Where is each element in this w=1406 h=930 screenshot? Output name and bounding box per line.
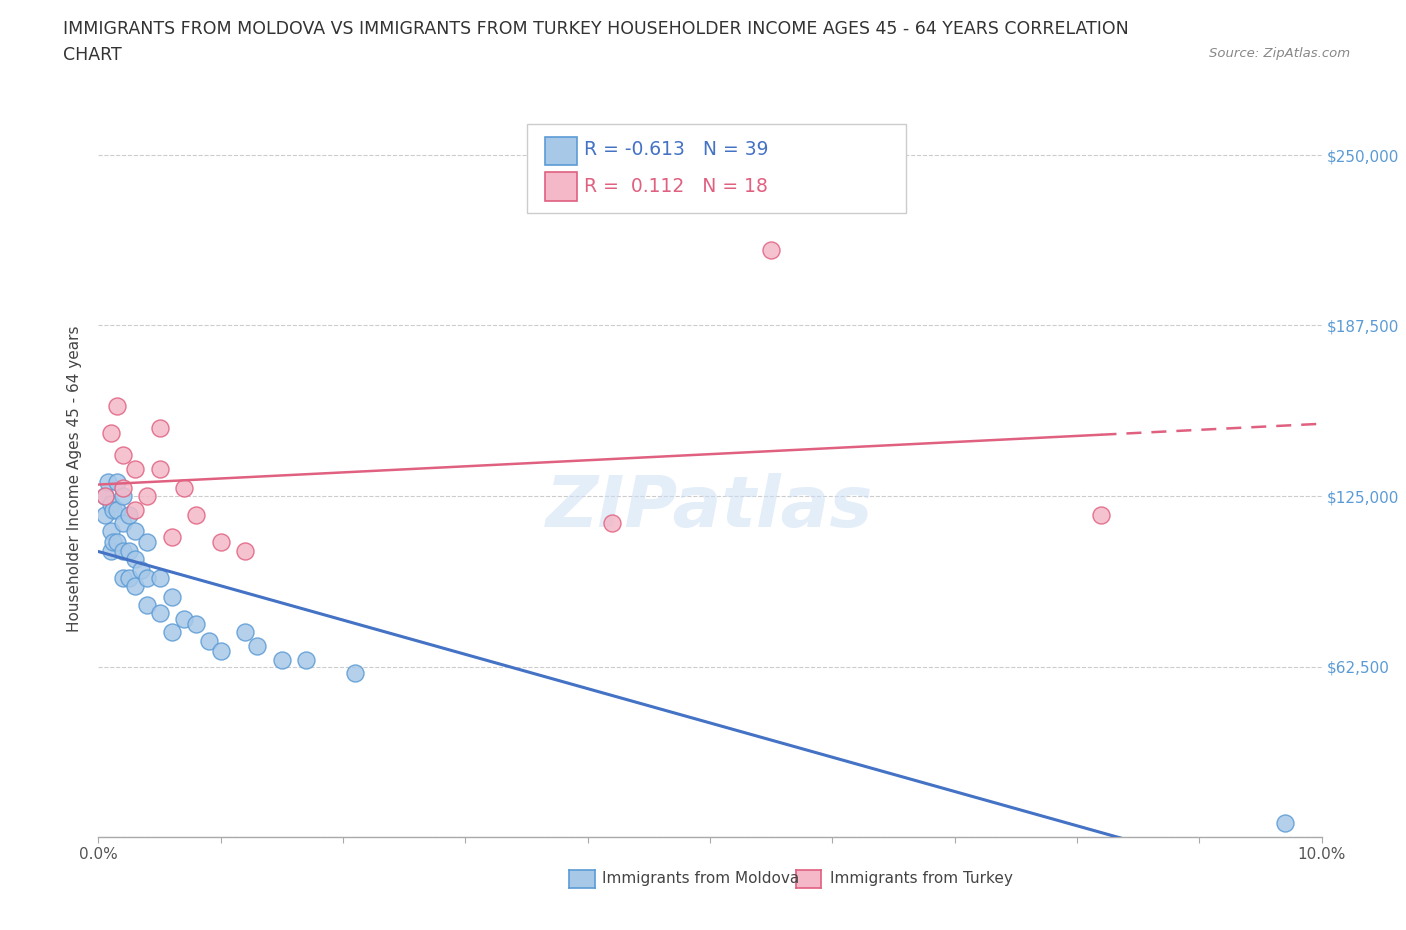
Text: Source: ZipAtlas.com: Source: ZipAtlas.com bbox=[1209, 46, 1350, 60]
Point bbox=[149, 605, 172, 620]
Point bbox=[118, 543, 141, 558]
FancyBboxPatch shape bbox=[526, 125, 905, 213]
Point bbox=[105, 475, 128, 490]
Point bbox=[186, 508, 208, 523]
FancyBboxPatch shape bbox=[546, 137, 576, 166]
Text: R = -0.613   N = 39: R = -0.613 N = 39 bbox=[583, 140, 769, 159]
Point bbox=[233, 543, 256, 558]
Point bbox=[124, 578, 146, 593]
Point bbox=[209, 535, 232, 550]
Point bbox=[124, 502, 146, 517]
Point bbox=[105, 399, 128, 414]
Point bbox=[1274, 816, 1296, 830]
Point bbox=[93, 488, 115, 503]
Point bbox=[295, 652, 318, 667]
Text: Immigrants from Turkey: Immigrants from Turkey bbox=[830, 871, 1012, 886]
Point bbox=[233, 625, 256, 640]
Point bbox=[149, 570, 172, 585]
Point bbox=[186, 617, 208, 631]
Point bbox=[97, 475, 120, 490]
Point bbox=[173, 481, 195, 496]
Point bbox=[1090, 508, 1112, 523]
Point bbox=[111, 543, 134, 558]
Point bbox=[100, 426, 122, 441]
Point bbox=[93, 508, 115, 523]
Point bbox=[344, 666, 367, 681]
Point bbox=[93, 488, 115, 503]
Point bbox=[129, 563, 152, 578]
Point bbox=[124, 551, 146, 566]
Point bbox=[118, 508, 141, 523]
Point bbox=[105, 535, 128, 550]
Point bbox=[100, 524, 122, 538]
Point bbox=[600, 516, 623, 531]
Point bbox=[124, 461, 146, 476]
Point bbox=[173, 611, 195, 626]
Point bbox=[100, 543, 122, 558]
Point bbox=[149, 461, 172, 476]
Point bbox=[118, 570, 141, 585]
Text: IMMIGRANTS FROM MOLDOVA VS IMMIGRANTS FROM TURKEY HOUSEHOLDER INCOME AGES 45 - 6: IMMIGRANTS FROM MOLDOVA VS IMMIGRANTS FR… bbox=[63, 20, 1129, 38]
Point bbox=[759, 243, 782, 258]
Point bbox=[136, 535, 159, 550]
Point bbox=[101, 535, 124, 550]
Point bbox=[209, 644, 232, 659]
Point bbox=[105, 502, 128, 517]
Text: Immigrants from Moldova: Immigrants from Moldova bbox=[602, 871, 799, 886]
Y-axis label: Householder Income Ages 45 - 64 years: Householder Income Ages 45 - 64 years bbox=[67, 326, 83, 632]
Point bbox=[246, 639, 269, 654]
Point bbox=[100, 497, 122, 512]
Point bbox=[197, 633, 219, 648]
Point bbox=[111, 570, 134, 585]
Point bbox=[136, 570, 159, 585]
Point bbox=[149, 420, 172, 435]
Text: R =  0.112   N = 18: R = 0.112 N = 18 bbox=[583, 177, 768, 195]
Text: CHART: CHART bbox=[63, 46, 122, 64]
Point bbox=[136, 598, 159, 613]
Point bbox=[160, 529, 183, 544]
Text: ZIPatlas: ZIPatlas bbox=[547, 473, 873, 542]
Point bbox=[136, 488, 159, 503]
Point bbox=[111, 447, 134, 462]
Point bbox=[160, 590, 183, 604]
Point bbox=[270, 652, 292, 667]
Point bbox=[101, 502, 124, 517]
FancyBboxPatch shape bbox=[546, 172, 576, 201]
Point bbox=[124, 524, 146, 538]
Point bbox=[160, 625, 183, 640]
Point bbox=[111, 516, 134, 531]
Point bbox=[111, 481, 134, 496]
Point bbox=[111, 488, 134, 503]
